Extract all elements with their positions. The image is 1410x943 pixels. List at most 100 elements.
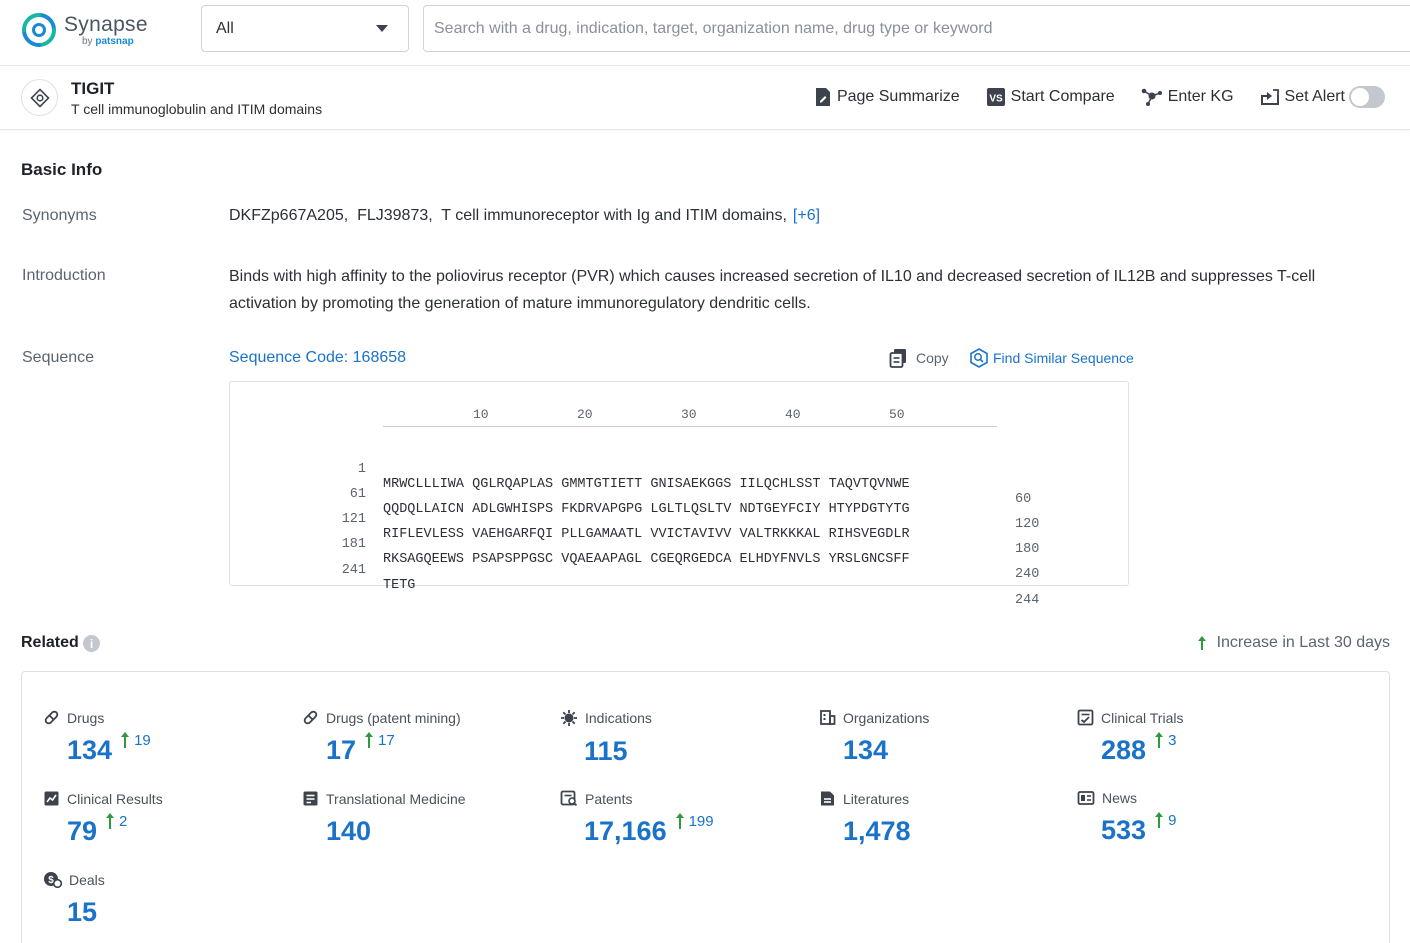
stat-indications[interactable]: Indications 115: [560, 709, 800, 779]
search-input[interactable]: [423, 5, 1410, 52]
target-header: TIGIT T cell immunoglobulin and ITIM dom…: [0, 66, 1410, 130]
stat-label: Translational Medicine: [326, 791, 466, 807]
start-compare-label: Start Compare: [1011, 88, 1115, 106]
stat-clinical-results[interactable]: Clinical Results 79 2: [43, 790, 283, 860]
copy-sequence-button[interactable]: Copy: [889, 348, 949, 368]
pill-icon: [302, 709, 319, 726]
stat-increase-value: 2: [119, 813, 127, 830]
info-icon[interactable]: i: [83, 635, 100, 652]
sequence-row-start: 61: [280, 487, 366, 502]
patent-icon: [560, 790, 578, 807]
set-alert-button[interactable]: Set Alert: [1260, 86, 1385, 108]
sequence-label: Sequence: [22, 349, 94, 367]
document-icon: [819, 790, 836, 807]
sequence-row-end: 180: [1015, 542, 1039, 557]
stat-value[interactable]: 134: [843, 735, 888, 765]
sequence-code-link[interactable]: Sequence Code: 168658: [229, 349, 406, 367]
stat-value[interactable]: 1,478: [843, 816, 911, 846]
sequence-row: 241 TETG 244: [230, 548, 262, 568]
clipboard-icon: [1077, 709, 1094, 726]
synapse-logo[interactable]: Synapse by patsnap: [20, 11, 148, 49]
related-title: Related: [21, 634, 79, 652]
stat-patents[interactable]: Patents 17,166 199: [560, 790, 800, 860]
arrow-up-icon: [675, 812, 685, 830]
find-similar-sequence-link[interactable]: Find Similar Sequence: [969, 348, 1134, 368]
search-scope-select[interactable]: All: [201, 5, 409, 52]
enter-kg-label: Enter KG: [1168, 88, 1234, 106]
stat-increase-value: 9: [1168, 812, 1176, 829]
stat-value[interactable]: 17,166: [584, 816, 667, 846]
stat-clinical-trials[interactable]: Clinical Trials 288 3: [1077, 709, 1317, 779]
stat-label: Clinical Trials: [1101, 710, 1183, 726]
synonyms-text: DKFZp667A205, FLJ39873, T cell immunorec…: [229, 207, 787, 224]
stat-news[interactable]: News 533 9: [1077, 790, 1317, 860]
results-icon: [43, 790, 60, 807]
stat-value[interactable]: 115: [584, 736, 628, 766]
sequence-row-residues: MRWCLLLIWA QGLRQAPLAS GMMTGTIETT GNISAEK…: [383, 477, 910, 492]
stat-increase: 2: [105, 812, 127, 830]
synapse-logo-icon: [20, 11, 58, 49]
header-actions: Page Summarize VS Start Compare Enter KG: [788, 86, 1385, 108]
alert-icon: [1260, 88, 1280, 106]
stat-increase-value: 17: [378, 732, 395, 749]
target-full-name: T cell immunoglobulin and ITIM domains: [71, 101, 322, 117]
stat-label: Deals: [69, 872, 105, 888]
synonyms-more-link[interactable]: [+6]: [793, 207, 820, 224]
sequence-row-end: 240: [1015, 567, 1039, 582]
stat-value[interactable]: 533: [1101, 815, 1146, 845]
sequence-row-start: 1: [280, 462, 366, 477]
stat-translational-medicine[interactable]: Translational Medicine 140: [302, 790, 542, 860]
sequence-row-end: 244: [1015, 593, 1039, 608]
ruler-tick: 20: [577, 407, 593, 422]
stat-value[interactable]: 79: [67, 816, 97, 846]
synonyms-label: Synonyms: [22, 207, 97, 225]
arrow-up-icon: [1197, 635, 1207, 651]
stat-label: News: [1102, 790, 1137, 806]
introduction-label: Introduction: [22, 267, 106, 285]
page-summarize-label: Page Summarize: [837, 88, 960, 106]
stat-value[interactable]: 134: [67, 735, 112, 765]
arrow-up-icon: [105, 812, 115, 830]
start-compare-button[interactable]: VS Start Compare: [986, 87, 1115, 107]
stat-value[interactable]: 17: [326, 735, 356, 765]
stat-label: Literatures: [843, 791, 909, 807]
stat-value[interactable]: 288: [1101, 735, 1146, 765]
stat-literatures[interactable]: Literatures 1,478: [819, 790, 1059, 860]
stat-increase: 19: [120, 731, 151, 749]
sequence-row-end: 120: [1015, 517, 1039, 532]
ruler-tick: 50: [889, 407, 905, 422]
sequence-row-start: 241: [280, 563, 366, 578]
stat-increase: 17: [364, 731, 395, 749]
stat-label: Organizations: [843, 710, 929, 726]
synonyms-value: DKFZp667A205, FLJ39873, T cell immunorec…: [229, 207, 820, 225]
sequence-row-start: 181: [280, 537, 366, 552]
flask-doc-icon: [302, 790, 319, 807]
stat-drugs[interactable]: Drugs 134 19: [43, 709, 283, 779]
sequence-ruler: [383, 426, 997, 427]
stat-increase-value: 3: [1168, 732, 1176, 749]
find-similar-label: Find Similar Sequence: [993, 350, 1134, 366]
summarize-icon: [814, 87, 832, 107]
stat-increase: 199: [675, 812, 714, 830]
compare-icon: VS: [986, 87, 1006, 107]
copy-icon: [889, 348, 908, 368]
enter-kg-button[interactable]: Enter KG: [1141, 87, 1234, 107]
stat-label: Clinical Results: [67, 791, 163, 807]
stat-value[interactable]: 15: [67, 897, 97, 927]
set-alert-toggle[interactable]: [1349, 86, 1385, 108]
deal-icon: $: [43, 871, 62, 888]
page-summarize-button[interactable]: Page Summarize: [814, 87, 960, 107]
chevron-down-icon: [376, 25, 388, 32]
stat-value[interactable]: 140: [326, 816, 371, 846]
copy-label: Copy: [916, 350, 949, 366]
pill-icon: [43, 709, 60, 726]
stat-deals[interactable]: $ Deals 15: [43, 871, 283, 941]
introduction-text: Binds with high affinity to the poliovir…: [229, 263, 1379, 317]
stat-drugs-patent-mining[interactable]: Drugs (patent mining) 17 17: [302, 709, 542, 779]
knowledge-graph-icon: [1141, 87, 1163, 107]
target-name: TIGIT: [71, 79, 114, 99]
stat-increase: 9: [1154, 811, 1176, 829]
stat-organizations[interactable]: Organizations 134: [819, 709, 1059, 779]
stat-label: Indications: [585, 710, 652, 726]
sequence-row-end: 60: [1015, 492, 1031, 507]
